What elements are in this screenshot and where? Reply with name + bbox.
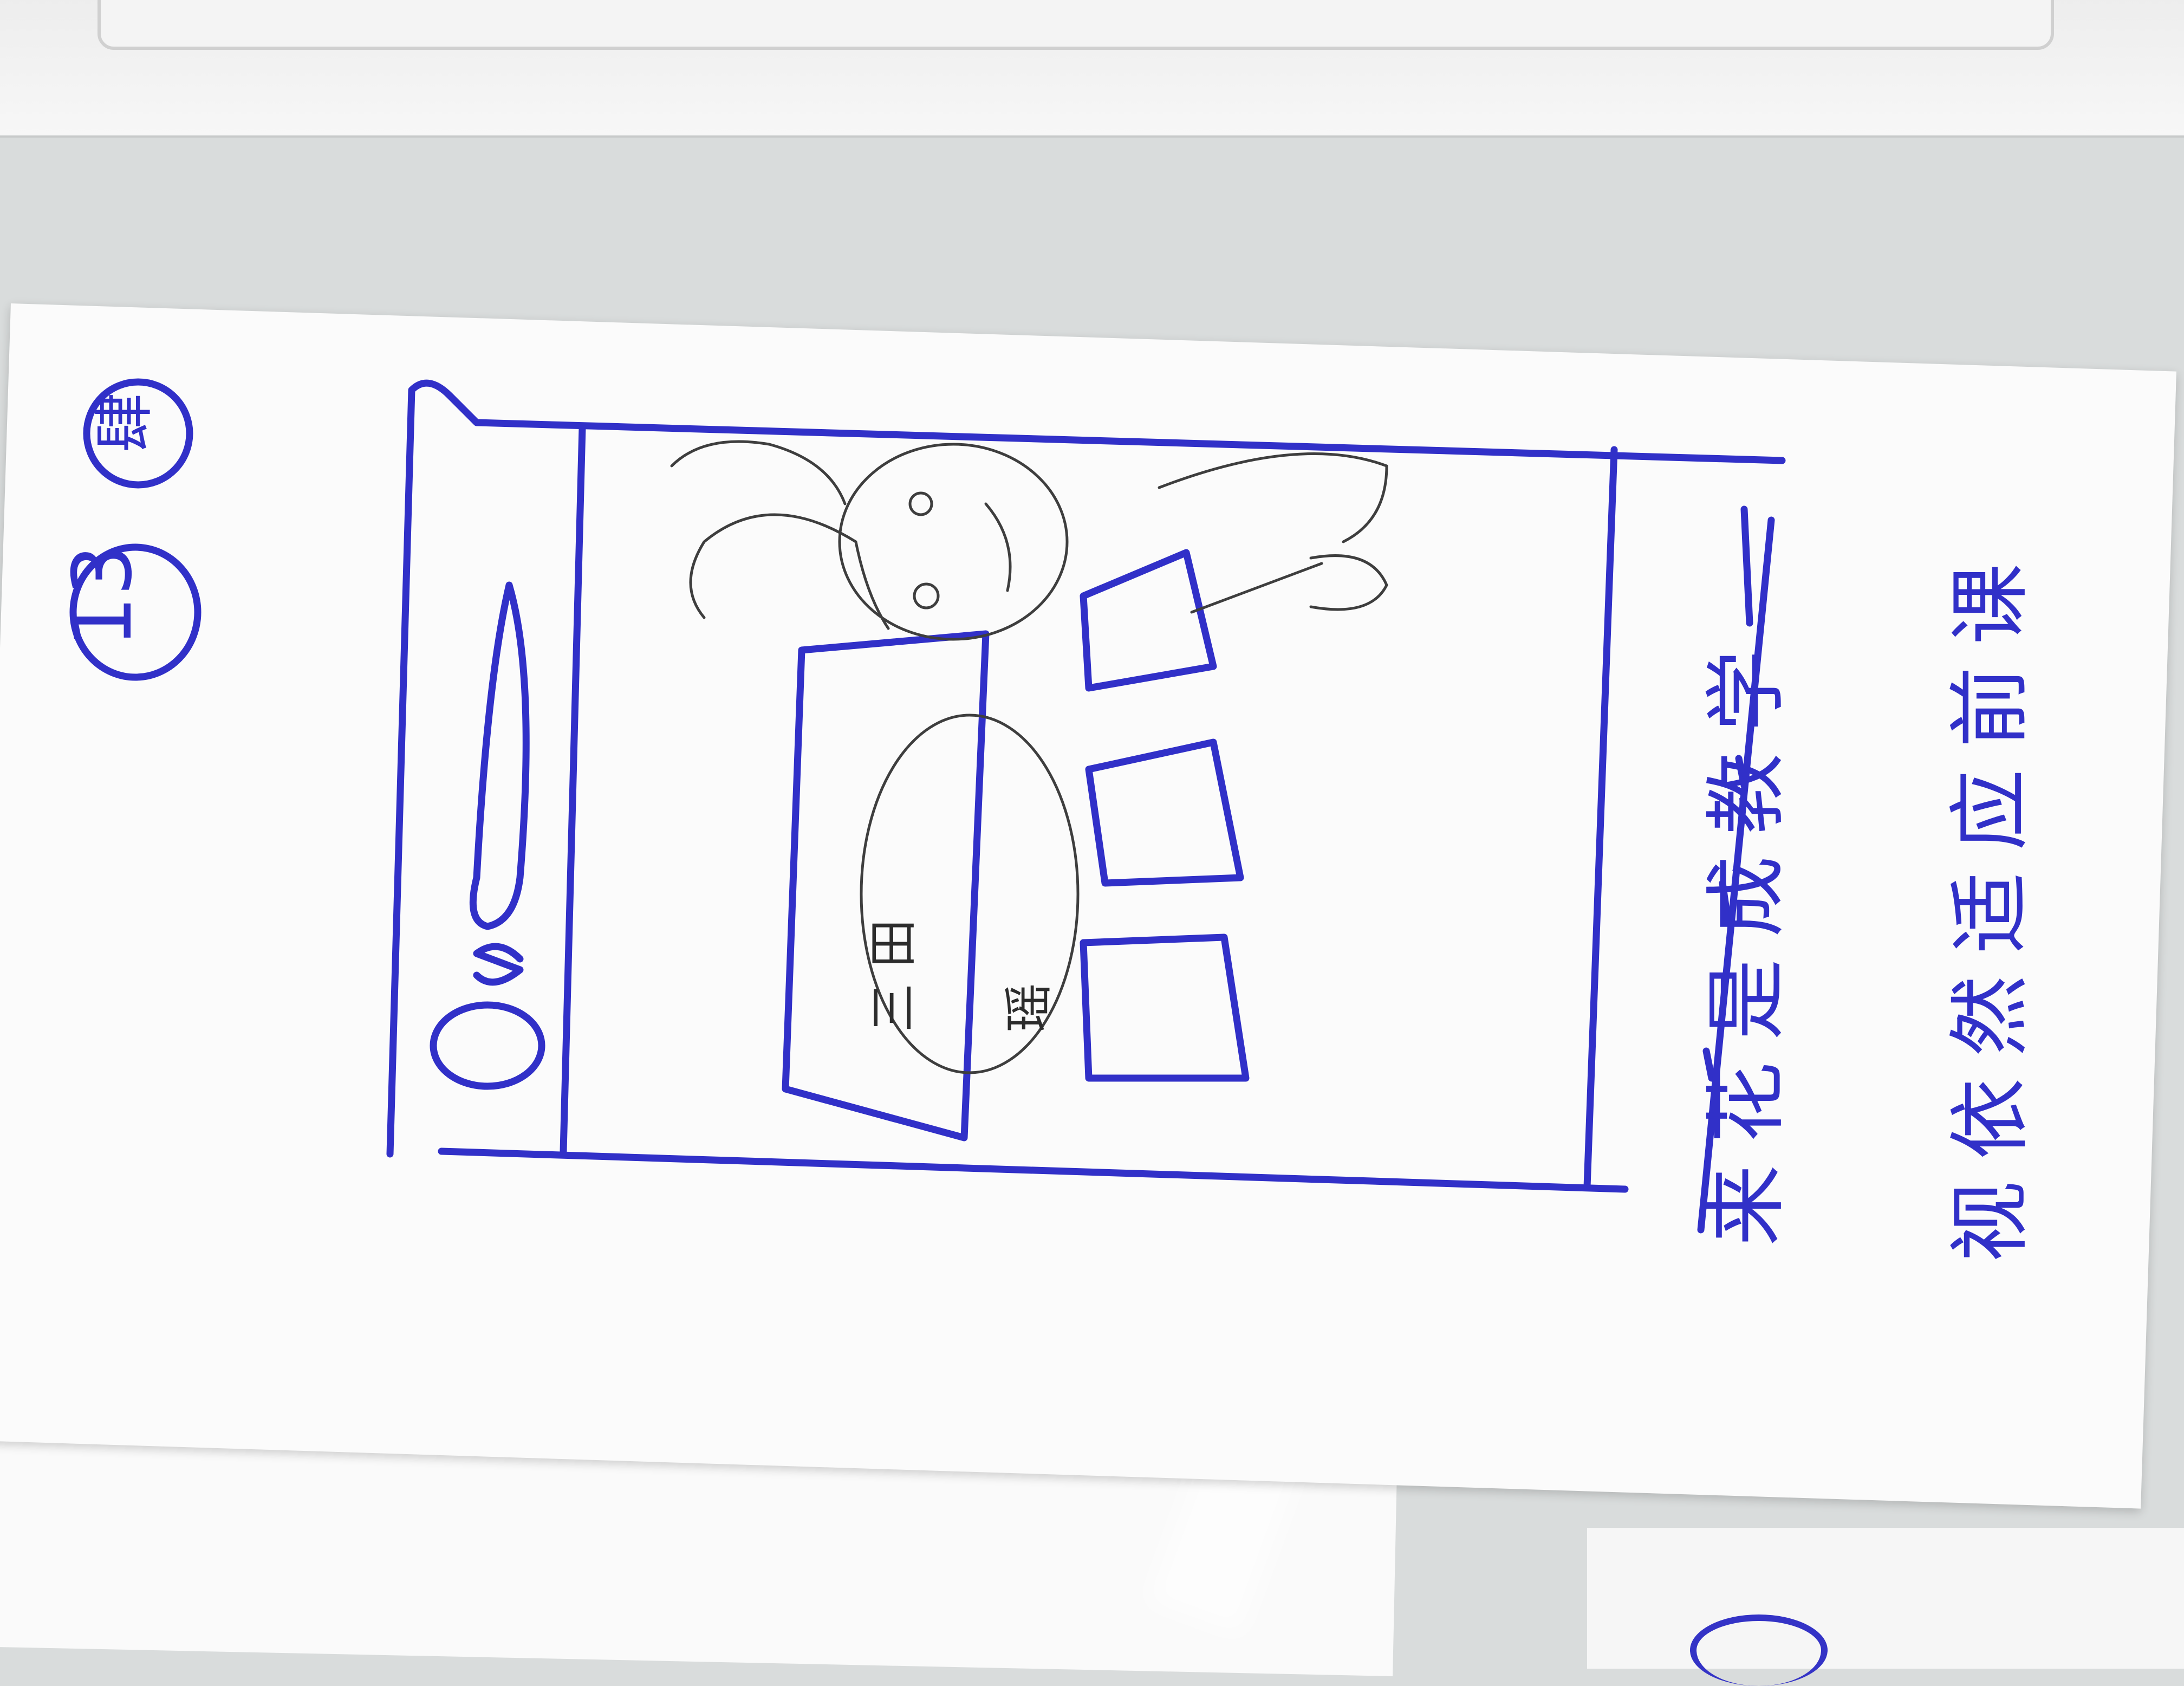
- rabbit-ear-left-icon: [689, 513, 890, 630]
- page-number-circle: [69, 543, 202, 681]
- button-3: [1080, 933, 1250, 1082]
- footer-divider: [1583, 446, 1618, 1190]
- page-number: 13: [56, 544, 150, 648]
- pencil-label-2: 瑶: [1000, 983, 1057, 1032]
- rabbit-eye-1-icon: [908, 491, 933, 516]
- content-card: [782, 630, 990, 1142]
- badge-circle: [83, 378, 193, 489]
- phone-outline-top: [386, 379, 1786, 1158]
- rabbit-ear-right-icon: [670, 440, 847, 505]
- caption-line-1: 来花是成教学: [1700, 628, 1794, 1246]
- rabbit-foot-2-icon: [1309, 554, 1388, 611]
- rabbit-head-icon: [838, 443, 1069, 641]
- header-bar-circle-icon: [430, 1001, 545, 1090]
- caption-line-2: 视依然适应前课: [1943, 541, 2038, 1262]
- pencil-label-1: 三 田: [865, 919, 922, 1032]
- rabbit-body-icon: [860, 714, 1080, 1074]
- background-top-card: [98, 0, 2054, 50]
- rabbit-foot-icon: [1158, 452, 1388, 543]
- header-bar-s-icon: [473, 943, 524, 986]
- underline-stroke: [1697, 516, 1775, 1234]
- tab-separator-1: [1740, 505, 1753, 627]
- rabbit-mouth-icon: [984, 502, 1012, 592]
- button-1: [1080, 549, 1217, 692]
- tab-separator-3: [1719, 879, 1732, 925]
- phone-sketch-drawing: [69, 378, 1786, 1234]
- badge-character: 肆: [90, 393, 159, 452]
- header-bar-leaf-icon: [469, 581, 530, 930]
- rabbit-eye-2-icon: [913, 582, 940, 609]
- phone-outline-bottom: [438, 1147, 1629, 1193]
- header-divider: [560, 424, 586, 1155]
- button-2: [1085, 738, 1244, 887]
- tab-separator-4: [1702, 1047, 1715, 1082]
- rabbit-arm-icon: [1190, 562, 1323, 614]
